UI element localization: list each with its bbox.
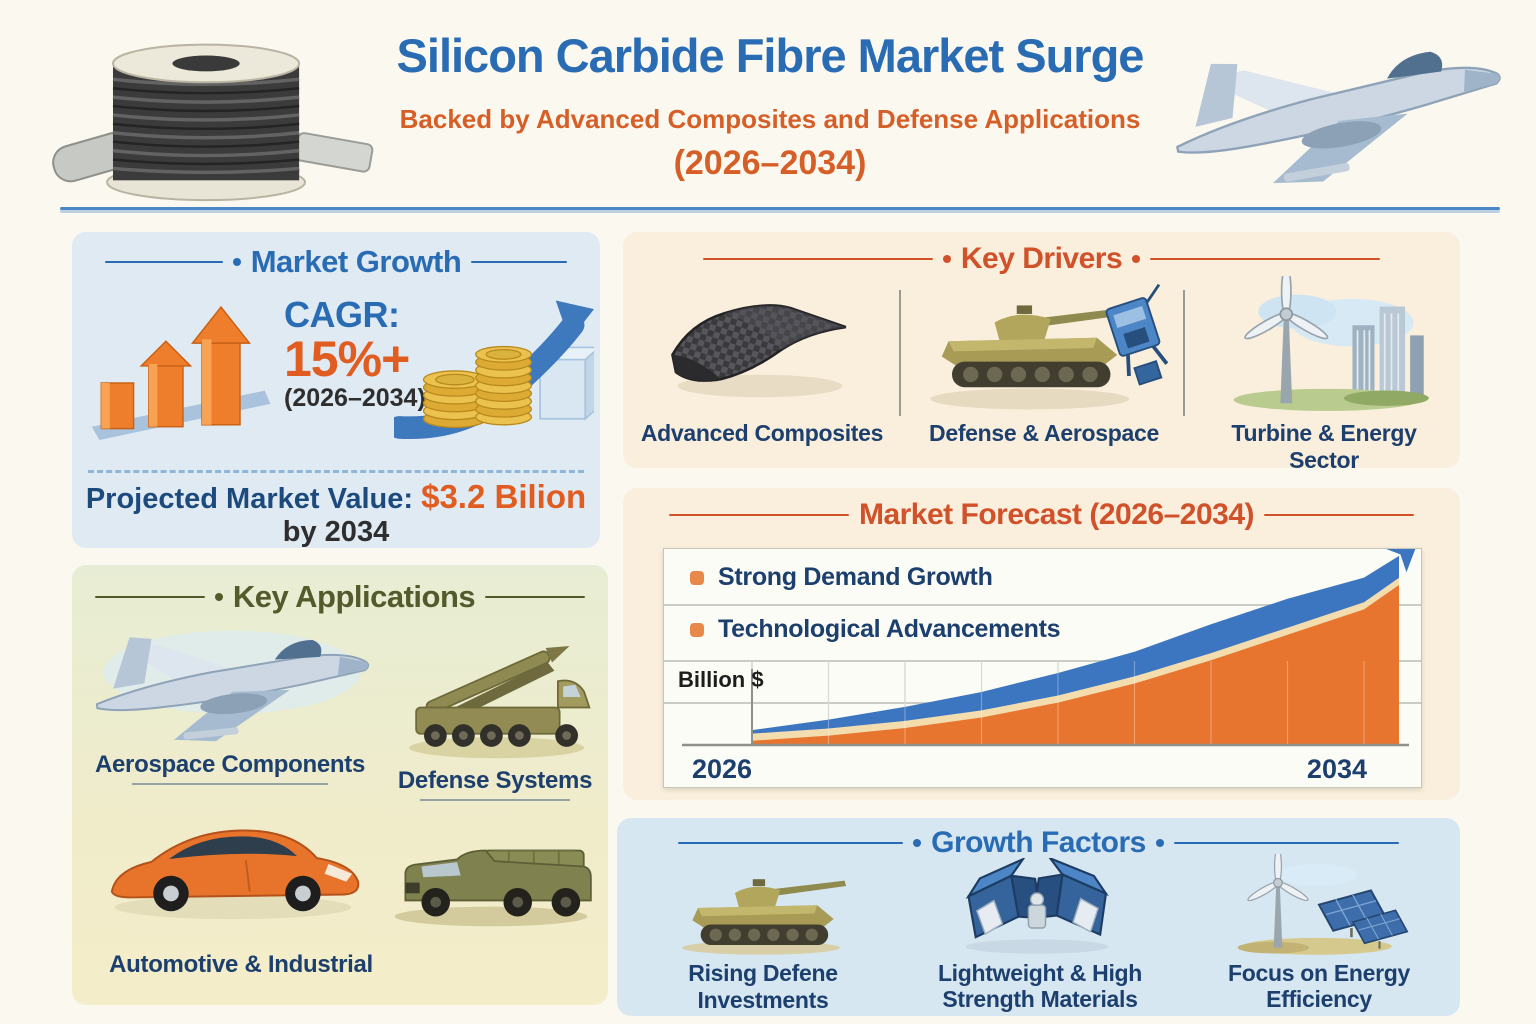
key-drivers-title: Key Drivers — [960, 242, 1123, 275]
bar-chart-growth-icon — [88, 284, 278, 456]
forecast-area-chart — [664, 549, 1421, 747]
column-separator — [1183, 290, 1185, 416]
factor-label-energy-efficiency: Focus on Energy Efficiency — [1227, 960, 1411, 1013]
fighter-jet-icon — [1158, 26, 1518, 204]
application-label-aerospace: Aerospace Components — [94, 751, 366, 778]
rule-dot — [1132, 255, 1141, 263]
y-axis-label: Billion $ — [678, 667, 764, 692]
x-axis-start-label: 2026 — [692, 754, 753, 784]
projected-value-line: Projected Market Value: $3.2 Bilion — [72, 478, 600, 516]
composite-containers-icon — [927, 858, 1147, 958]
tank-satellite-icon — [915, 274, 1173, 416]
market-forecast-panel: Market Forecast (2026–2034) Strong Deman… — [623, 488, 1460, 800]
military-truck-icon — [384, 813, 598, 945]
key-drivers-panel: Key Drivers — [623, 232, 1460, 473]
market-forecast-header: Market Forecast (2026–2034) — [623, 498, 1460, 532]
dashed-divider — [88, 470, 584, 473]
wind-turbine-city-icon — [1209, 276, 1445, 416]
key-drivers-header: Key Drivers — [623, 242, 1460, 276]
column-separator — [899, 290, 901, 416]
cagr-block: CAGR: 15%+ (2026–2034) — [284, 294, 434, 413]
projected-value: $3.2 Bilion — [421, 478, 587, 515]
projected-label: Projected Market Value: — [85, 483, 414, 515]
growth-factors-panel: Growth Factors — [617, 818, 1460, 1016]
x-axis-end-label: 2034 — [1306, 754, 1367, 784]
driver-label-composites: Advanced Composites — [640, 420, 884, 446]
projected-suffix: by 2034 — [282, 516, 390, 548]
market-growth-header: Market Growth — [72, 244, 600, 280]
tank-icon — [641, 860, 881, 956]
fighter-jet-icon — [84, 613, 380, 761]
key-applications-header: Key Applications — [72, 579, 608, 615]
sports-car-icon — [100, 797, 366, 947]
driver-label-turbine-energy: Turbine & Energy Sector — [1231, 420, 1417, 473]
factor-label-defense-investments: Rising Defene Investments — [688, 960, 838, 1013]
label-underline — [420, 799, 570, 801]
growth-factors-title: Growth Factors — [931, 826, 1146, 859]
key-applications-title: Key Applications — [232, 579, 476, 614]
growth-factors-header: Growth Factors — [617, 826, 1460, 860]
rule-dot — [1155, 839, 1164, 847]
bullet-square-icon — [690, 622, 704, 637]
forecast-chart-box: Strong Demand Growth Technological Advan… — [663, 548, 1422, 788]
rule-dot — [942, 255, 951, 263]
header-divider — [60, 207, 1500, 210]
rule-dot — [232, 258, 241, 266]
bullet-square-icon — [690, 570, 704, 585]
factor-label-lightweight-materials: Lightweight & High Strength Materials — [937, 960, 1143, 1013]
page-subtitle: Backed by Advanced Composites and Defens… — [399, 104, 1141, 134]
market-forecast-title: Market Forecast (2026–2034) — [858, 498, 1255, 531]
composite-fabric-icon — [645, 282, 875, 412]
forecast-bullet-2: Technological Advancements — [690, 615, 1061, 644]
application-label-defense: Defense Systems — [397, 767, 593, 794]
page-period: (2026–2034) — [673, 144, 867, 182]
page-title: Silicon Carbide Fibre Market Surge — [396, 29, 1145, 82]
coins-growth-arrow-icon — [394, 276, 594, 462]
turbine-solar-panel-icon — [1197, 854, 1437, 958]
key-applications-panel: Key Applications — [72, 565, 608, 1005]
rule-dot — [214, 593, 223, 601]
missile-launcher-icon — [390, 627, 598, 767]
market-growth-panel: Market Growth CAGR: 15%+ (2026 — [72, 232, 600, 548]
label-underline — [132, 783, 328, 785]
application-label-automotive: Automotive & Industrial — [109, 951, 373, 978]
rule-dot — [913, 839, 922, 847]
fibre-spool-icon — [46, 12, 376, 210]
driver-label-defense-aerospace: Defense & Aerospace — [929, 420, 1159, 446]
cagr-value: 15%+ — [284, 331, 410, 387]
market-growth-title: Market Growth — [250, 244, 462, 279]
cagr-period: (2026–2034) — [284, 383, 426, 412]
forecast-bullet-1: Strong Demand Growth — [690, 563, 993, 592]
cagr-label: CAGR: — [284, 294, 400, 335]
